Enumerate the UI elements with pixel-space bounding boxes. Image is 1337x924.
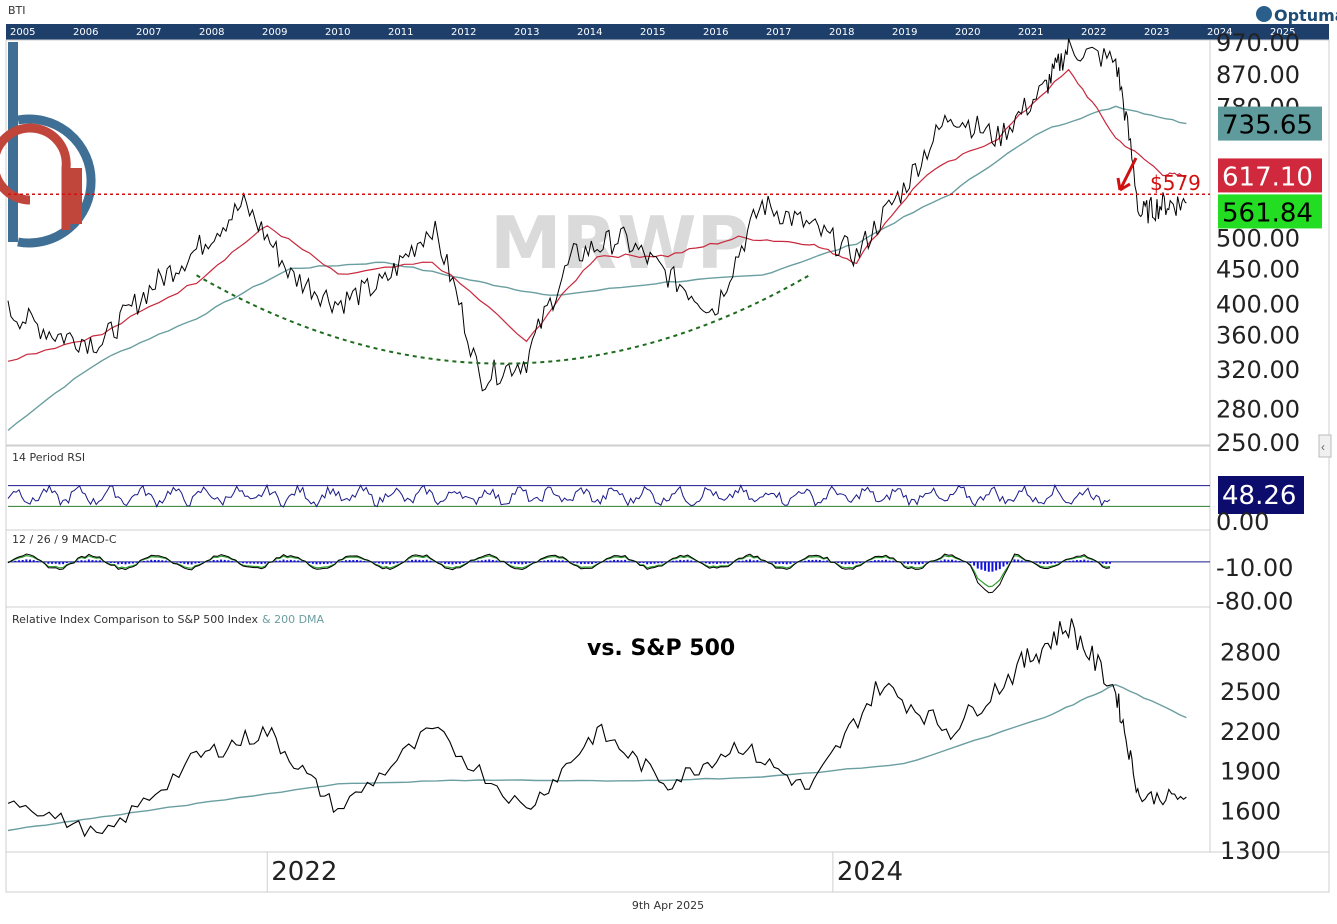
timeline-year: 2007 xyxy=(136,27,161,38)
timeline-year: 2018 xyxy=(829,27,854,38)
rsi-line xyxy=(7,483,1111,508)
price-tick-label: 400.00 xyxy=(1216,290,1300,318)
relative-title-suffix: & 200 DMA xyxy=(262,613,325,626)
rsi-pane xyxy=(5,445,1211,531)
date-tick-label: 2022 xyxy=(271,857,337,887)
macd-title: 12 / 26 / 9 MACD-C xyxy=(12,533,117,546)
price-badges: 735.65 617.10 561.84 xyxy=(1218,106,1322,229)
timeline-year: 2022 xyxy=(1081,27,1106,38)
timeline-year: 2015 xyxy=(640,27,665,38)
date-axis-ticks: 2022 2024 xyxy=(266,852,903,892)
brand-logo: Optuma xyxy=(1256,6,1337,25)
macd-histogram xyxy=(7,559,1111,572)
relative-dma-line xyxy=(7,683,1187,832)
badge-rsi xyxy=(1218,476,1304,514)
rounded-bottom-arc xyxy=(196,274,810,365)
level-label: $579 xyxy=(1150,171,1201,195)
price-tick-label: 450.00 xyxy=(1216,256,1300,284)
macd-tick-label: -80.00 xyxy=(1216,588,1293,616)
price-line xyxy=(7,38,1187,392)
slow-ma-line xyxy=(7,105,1187,431)
relative-tick-label: 1600 xyxy=(1220,797,1281,825)
relative-title-main: Relative Index Comparison to S&P 500 Ind… xyxy=(12,613,258,626)
price-tick-label: 970.00 xyxy=(1216,29,1300,57)
fast-ma-line xyxy=(7,68,1187,362)
badge-fast_ma xyxy=(1218,158,1322,193)
footer-date: 9th Apr 2025 xyxy=(632,899,704,912)
timeline-year: 2019 xyxy=(892,27,917,38)
badge-price xyxy=(1218,194,1322,229)
timeline-year: 2013 xyxy=(514,27,539,38)
timeline-year: 2012 xyxy=(451,27,476,38)
price-tick-label: 360.00 xyxy=(1216,321,1300,349)
chevron-left-icon[interactable]: ‹ xyxy=(1321,440,1325,454)
relative-tick-label: 2200 xyxy=(1220,718,1281,746)
price-tick-label: 500.00 xyxy=(1216,225,1300,253)
timeline-year: 2014 xyxy=(577,27,602,38)
relative-annotation: vs. S&P 500 xyxy=(587,636,735,661)
badge-slow_ma xyxy=(1218,106,1322,141)
mrwp-logo xyxy=(0,42,96,248)
price-tick-label: 870.00 xyxy=(1216,61,1300,89)
relative-tick-label: 1300 xyxy=(1220,837,1281,865)
timeline-year: 2016 xyxy=(703,27,728,38)
relative-title: Relative Index Comparison to S&P 500 Ind… xyxy=(12,613,325,626)
timeline-year: 2011 xyxy=(388,27,413,38)
badge-fast_ma-value: 617.10 xyxy=(1222,162,1313,192)
relative-tick-label: 2800 xyxy=(1220,638,1281,666)
red-arrow-icon xyxy=(1116,157,1138,192)
price-tick-label: 320.00 xyxy=(1216,356,1300,384)
macd-line xyxy=(7,553,1111,594)
symbol-label: BTI xyxy=(8,4,26,17)
rsi-tick-label: 0.00 xyxy=(1216,508,1269,536)
timeline-year: 2005 xyxy=(10,27,35,38)
collapse-handle[interactable]: ‹ xyxy=(1318,434,1332,458)
rsi-title: 14 Period RSI xyxy=(12,451,85,464)
brand-name: Optuma xyxy=(1274,6,1337,25)
timeline-year: 2024 xyxy=(1207,27,1232,38)
price-tick-label: 250.00 xyxy=(1216,429,1300,457)
timeline-year: 2023 xyxy=(1144,27,1169,38)
price-axis-ticks: 970.00870.00780.00500.00450.00400.00360.… xyxy=(1216,29,1300,457)
relative-tick-label: 2500 xyxy=(1220,678,1281,706)
relative-tick-label: 1900 xyxy=(1220,758,1281,786)
timeline-year: 2008 xyxy=(199,27,224,38)
timeline-year: 2009 xyxy=(262,27,287,38)
date-tick-label: 2024 xyxy=(837,857,903,887)
timeline-year: 2025 xyxy=(1270,27,1295,38)
optuma-icon xyxy=(1256,6,1272,22)
relative-line xyxy=(7,618,1187,838)
badge-slow_ma-value: 735.65 xyxy=(1222,111,1313,141)
timeline-year: 2010 xyxy=(325,27,350,38)
date-axis xyxy=(5,851,1330,893)
price-tick-label: 280.00 xyxy=(1216,396,1300,424)
timeline-year: 2006 xyxy=(73,27,98,38)
badge-rsi-value: 48.26 xyxy=(1222,481,1296,511)
timeline-strip[interactable]: 2005 2006 2007 2008 2009 2010 2011 2012 2013 2014… xyxy=(6,24,1329,40)
timeline-year: 2020 xyxy=(955,27,980,38)
macd-tick-label: -10.00 xyxy=(1216,554,1293,582)
timeline-year: 2021 xyxy=(1018,27,1043,38)
badge-price-value: 561.84 xyxy=(1222,198,1313,228)
watermark: MRWP xyxy=(490,201,749,285)
timeline-year: 2017 xyxy=(766,27,791,38)
